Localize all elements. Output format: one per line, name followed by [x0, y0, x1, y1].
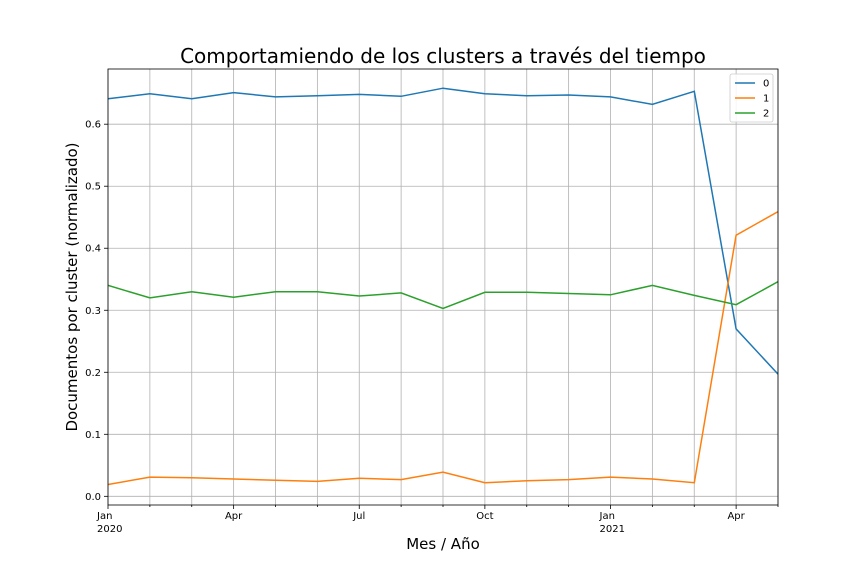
- x-tick-sublabel: 2021: [600, 524, 625, 535]
- legend-label: 1: [763, 94, 769, 105]
- x-tick-label: Oct: [476, 511, 493, 522]
- legend: 0 1 2: [729, 73, 774, 123]
- y-tick-label: 0.2: [85, 368, 101, 379]
- y-tick-label: 0.0: [85, 492, 101, 503]
- series-line-0: [108, 87, 778, 375]
- y-axis-label: Documentos por cluster (normalizado): [63, 142, 81, 431]
- y-tick-label: 0.5: [85, 182, 101, 193]
- series-line-1: [108, 210, 778, 486]
- x-tick-label: Jan: [96, 511, 112, 522]
- axis-ticks: 0.0 0.1 0.2 0.3 0.4 0.5 0.6 Jan 2020 Apr Jul Oct Jan…: [85, 120, 779, 535]
- x-tick-label: Apr: [225, 511, 243, 522]
- x-axis-label: Mes / Año: [406, 535, 480, 553]
- y-tick-label: 0.1: [85, 430, 101, 441]
- chart-title: Comportamiendo de los clusters a través …: [180, 44, 706, 68]
- series-line-2: [108, 281, 778, 310]
- y-tick-label: 0.3: [85, 306, 101, 317]
- x-tick-label: Jan: [599, 511, 615, 522]
- y-tick-label: 0.6: [85, 120, 101, 131]
- legend-label: 0: [763, 79, 769, 90]
- x-tick-sublabel: 2020: [97, 524, 122, 535]
- x-tick-label: Apr: [727, 511, 745, 522]
- grid: [107, 69, 779, 505]
- x-tick-label: Jul: [352, 511, 365, 522]
- series-lines: [108, 87, 778, 486]
- y-tick-label: 0.4: [85, 244, 101, 255]
- legend-label: 2: [763, 109, 769, 120]
